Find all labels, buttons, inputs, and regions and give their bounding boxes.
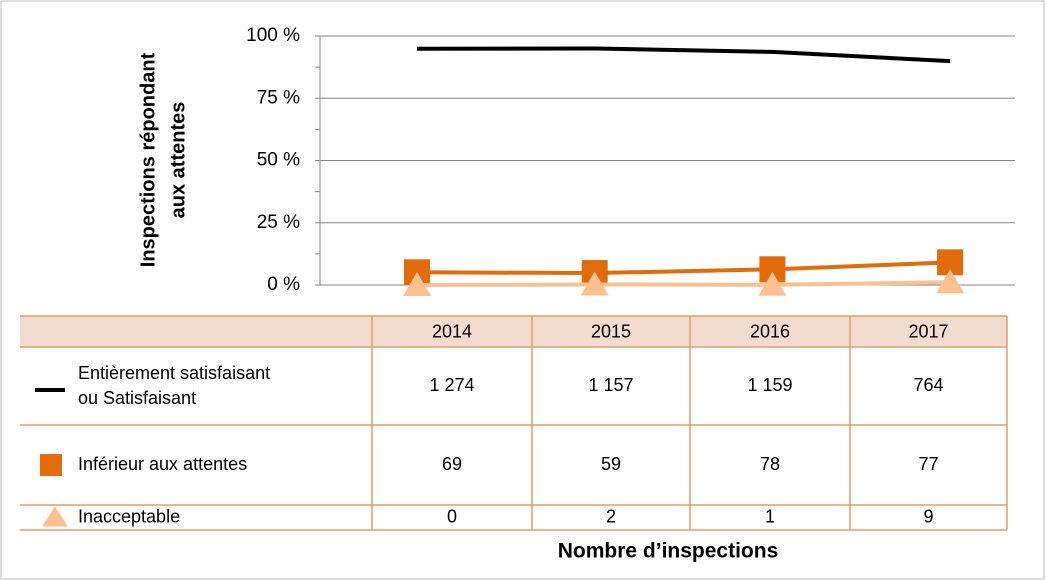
table-cell: 0 (447, 506, 457, 526)
table-header-cell: 2015 (591, 321, 631, 341)
table-header-cell: 2016 (750, 321, 790, 341)
table-cell: 1 274 (429, 375, 474, 395)
table-cell: 59 (601, 454, 621, 474)
table-cell: 1 157 (588, 375, 633, 395)
marker (758, 271, 787, 296)
y-axis-title-line: aux attentes (167, 102, 189, 219)
legend-marker (42, 506, 68, 527)
legend-marker (40, 454, 62, 476)
marker (403, 272, 431, 296)
y-axis-title-line: Inspections répondant (137, 52, 159, 267)
table-cell: 77 (918, 454, 938, 474)
table-cell: 1 159 (747, 375, 792, 395)
table-cell: 2 (606, 506, 616, 526)
table-cell: 764 (913, 375, 943, 395)
marker (936, 269, 965, 294)
legend-label: Inférieur aux attentes (78, 454, 247, 474)
series-line (416, 280, 951, 287)
table-header-cell: 2017 (908, 321, 948, 341)
series-line (416, 260, 951, 276)
table-cell: 1 (765, 506, 775, 526)
marker (580, 271, 609, 296)
y-tick-label: 75 % (257, 87, 300, 108)
y-tick-label: 25 % (257, 212, 300, 233)
y-tick-label: 50 % (257, 150, 300, 171)
x-axis-title: Nombre d’inspections (558, 540, 779, 563)
y-axis-title: Inspections répondant aux attentes (137, 52, 189, 267)
table-header (20, 316, 1007, 347)
table-cell: 69 (442, 454, 462, 474)
table-header-cell: 2014 (432, 321, 472, 341)
table-cell: 78 (760, 454, 780, 474)
y-tick-label: 100 % (246, 25, 300, 46)
legend-label: Inacceptable (78, 506, 180, 526)
series-line (416, 46, 951, 64)
y-tick-label: 0 % (267, 274, 300, 295)
legend-label: Entièrement satisfaisant ou Satisfaisant (78, 363, 270, 408)
table-cell: 9 (923, 506, 933, 526)
